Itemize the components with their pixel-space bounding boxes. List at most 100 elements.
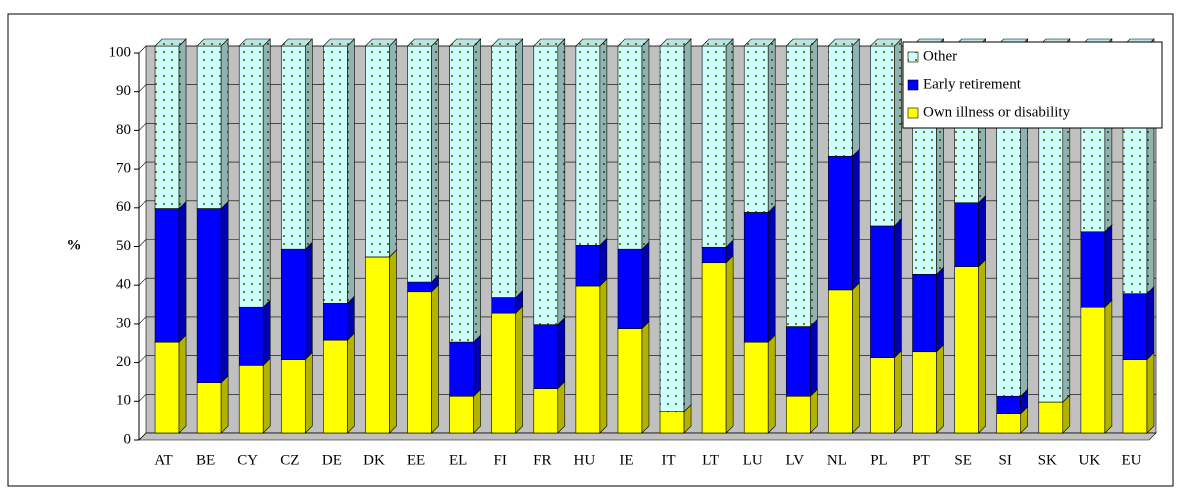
bar-top <box>659 38 692 47</box>
bar-side <box>936 344 944 434</box>
bar-front <box>659 45 685 413</box>
bar-segment <box>406 38 440 283</box>
bar-front <box>533 45 559 325</box>
bar-side <box>599 38 608 247</box>
x-tick-label: IT <box>661 452 675 468</box>
bar-top <box>406 38 440 47</box>
bar-front <box>1080 306 1106 434</box>
grid-diag <box>138 84 147 92</box>
bar-side <box>809 388 818 434</box>
y-axis-label: % <box>67 237 82 253</box>
grid-diag <box>138 123 147 131</box>
x-tick-label: LV <box>785 452 804 468</box>
bar-side <box>641 320 650 434</box>
bar-top <box>785 38 819 47</box>
bar-side <box>347 38 355 305</box>
bar-front <box>575 285 601 434</box>
bar-front <box>449 395 474 434</box>
plot-floor <box>138 432 1157 441</box>
legend-swatch <box>907 79 919 91</box>
bar-front <box>828 155 853 291</box>
grid-diag <box>138 45 147 54</box>
bar-front <box>828 289 853 434</box>
x-tick-label: PL <box>870 452 888 468</box>
bar-side <box>894 218 902 359</box>
bar-side <box>304 241 313 361</box>
bar-segment <box>196 200 229 384</box>
bar-side <box>262 357 271 434</box>
bar-side <box>557 38 566 326</box>
bar-front <box>1080 231 1106 308</box>
bar-top <box>238 38 271 47</box>
y-tick-label: 50 <box>116 238 131 254</box>
bar-side <box>431 284 439 434</box>
bar-front <box>238 364 264 434</box>
bar-segment <box>154 200 187 343</box>
bar-side <box>852 38 860 158</box>
x-tick-label: FI <box>494 452 507 468</box>
grid-diag <box>138 277 147 286</box>
bar-front <box>449 45 474 343</box>
bar-side <box>220 374 229 434</box>
bar-front <box>196 45 222 209</box>
bar-front <box>491 45 517 298</box>
bar-front <box>280 248 306 360</box>
y-tick-label: 80 <box>116 122 131 138</box>
bar-side <box>852 282 860 434</box>
bar-front <box>407 45 432 283</box>
x-tick-label: UK <box>1079 452 1101 468</box>
bar-front <box>828 45 853 157</box>
bar-segment <box>743 38 776 214</box>
legend-label: Own illness or disability <box>923 104 1071 120</box>
bar-segment <box>701 38 734 248</box>
legend-box <box>902 41 1163 129</box>
grid-diag <box>138 239 147 247</box>
bar-top <box>869 38 903 47</box>
bar-segment <box>364 249 398 434</box>
bar-front <box>154 208 180 343</box>
bar-front <box>575 245 601 287</box>
bar-side <box>304 351 313 434</box>
bar-side <box>894 38 902 227</box>
bar-segment <box>238 299 271 366</box>
bar-segment <box>238 38 271 308</box>
bar-side <box>220 200 229 384</box>
bar-front <box>954 202 979 267</box>
x-tick-label: CY <box>237 452 258 468</box>
bar-segment <box>322 332 356 434</box>
x-tick-label: AT <box>154 452 172 468</box>
x-tick-label: EU <box>1121 452 1141 468</box>
bar-side <box>767 204 776 343</box>
bar-side <box>978 195 986 268</box>
bar-top <box>448 38 482 47</box>
x-tick-label: FR <box>533 452 551 468</box>
bar-front <box>617 248 643 329</box>
bar-front <box>323 45 348 304</box>
y-tick-label: 30 <box>116 315 131 331</box>
bar-segment <box>196 38 229 210</box>
bar-side <box>389 38 397 258</box>
bar-front <box>196 208 222 383</box>
bar-top <box>196 38 229 47</box>
bar-side <box>473 38 481 343</box>
bar-front <box>743 341 769 434</box>
bar-top <box>533 38 566 47</box>
bar-segment <box>869 218 903 359</box>
x-tick-label: LT <box>702 452 719 468</box>
y-tick-label: 100 <box>109 44 132 60</box>
bar-segment <box>785 388 819 434</box>
bar-side <box>389 249 397 434</box>
bar-front <box>575 45 601 246</box>
bar-top <box>154 38 187 47</box>
y-tick-label: 0 <box>124 431 132 447</box>
bar-segment <box>364 38 398 258</box>
bar-segment <box>869 349 903 434</box>
bar-side <box>347 332 355 434</box>
bar-segment <box>1122 351 1155 434</box>
bar-segment <box>490 305 524 434</box>
bar-segment <box>785 318 819 397</box>
bar-side <box>220 38 229 210</box>
x-tick-label: EE <box>407 452 425 468</box>
legend-label: Early retirement <box>923 76 1022 92</box>
bar-segment <box>953 195 987 268</box>
